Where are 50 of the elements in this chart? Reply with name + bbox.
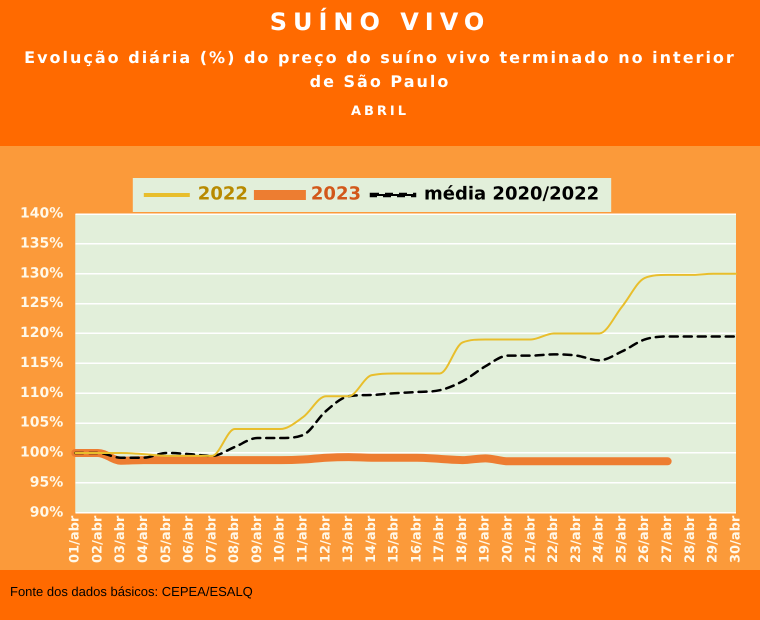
y-tick-label: 90%	[30, 504, 64, 520]
x-tick-label: 20/abr	[500, 515, 516, 563]
source-note: Fonte dos dados básicos: CEPEA/ESALQ	[10, 584, 253, 599]
x-tick-label: 08/abr	[227, 515, 242, 563]
x-tick-label: 27/abr	[660, 515, 676, 563]
y-tick-label: 110%	[20, 384, 64, 401]
x-tick-label: 10/abr	[272, 515, 288, 563]
x-tick-label: 24/abr	[592, 515, 607, 563]
x-tick-label: 07/abr	[204, 515, 220, 563]
x-tick-label: 18/abr	[454, 515, 470, 563]
x-tick-label: 11/abr	[295, 515, 310, 563]
x-tick-label: 25/abr	[614, 515, 630, 563]
text: ABRIL	[350, 104, 410, 119]
x-tick-label: 30/abr	[728, 515, 744, 563]
x-tick-label: 17/abr	[432, 515, 448, 563]
legend-label: média 2020/2022	[424, 184, 600, 205]
legend-label: 2022	[198, 184, 248, 205]
chart-subtitle: Evolução diária (%) do preço do suíno vivo terminado no interior de São Paulo	[23, 47, 737, 93]
x-tick-label: 04/abr	[136, 515, 151, 563]
x-tick-label: 02/abr	[90, 515, 106, 563]
x-tick-label: 12/abr	[318, 515, 334, 563]
y-tick-label: 140%	[20, 206, 64, 222]
line-series	[74, 272, 737, 457]
y-tick-label: 95%	[30, 474, 64, 490]
y-tick-label: 100%	[20, 444, 64, 461]
y-tick-label: 120%	[20, 325, 64, 342]
x-tick-label: 05/abr	[158, 515, 174, 563]
line-series	[74, 335, 738, 459]
x-tick-label: 21/abr	[523, 515, 538, 563]
x-tick-label: 03/abr	[113, 515, 128, 563]
legend-label: 2023	[310, 184, 362, 205]
x-tick-label: 15/abr	[386, 515, 402, 563]
y-tick-label: 125%	[20, 295, 64, 312]
x-tick-label: 19/abr	[478, 515, 493, 563]
y-tick-label: 130%	[20, 265, 64, 282]
x-tick-label: 23/abr	[568, 515, 584, 563]
x-tick-label: 14/abr	[364, 515, 379, 563]
x-tick-label: 09/abr	[250, 515, 265, 563]
chart-title: SUÍNO VIVO	[268, 8, 492, 36]
y-tick-label: 115%	[20, 354, 64, 371]
x-tick-label: 26/abr	[637, 515, 652, 563]
x-tick-label: 06/abr	[182, 515, 197, 563]
x-tick-label: 22/abr	[546, 515, 562, 563]
y-tick-label: 135%	[20, 236, 64, 252]
x-tick-label: 01/abr	[68, 515, 83, 563]
x-tick-label: 13/abr	[341, 515, 356, 563]
y-tick-label: 105%	[20, 414, 64, 431]
x-tick-label: 29/abr	[706, 515, 721, 563]
x-tick-label: 28/abr	[682, 515, 698, 563]
x-tick-label: 16/abr	[409, 515, 424, 563]
